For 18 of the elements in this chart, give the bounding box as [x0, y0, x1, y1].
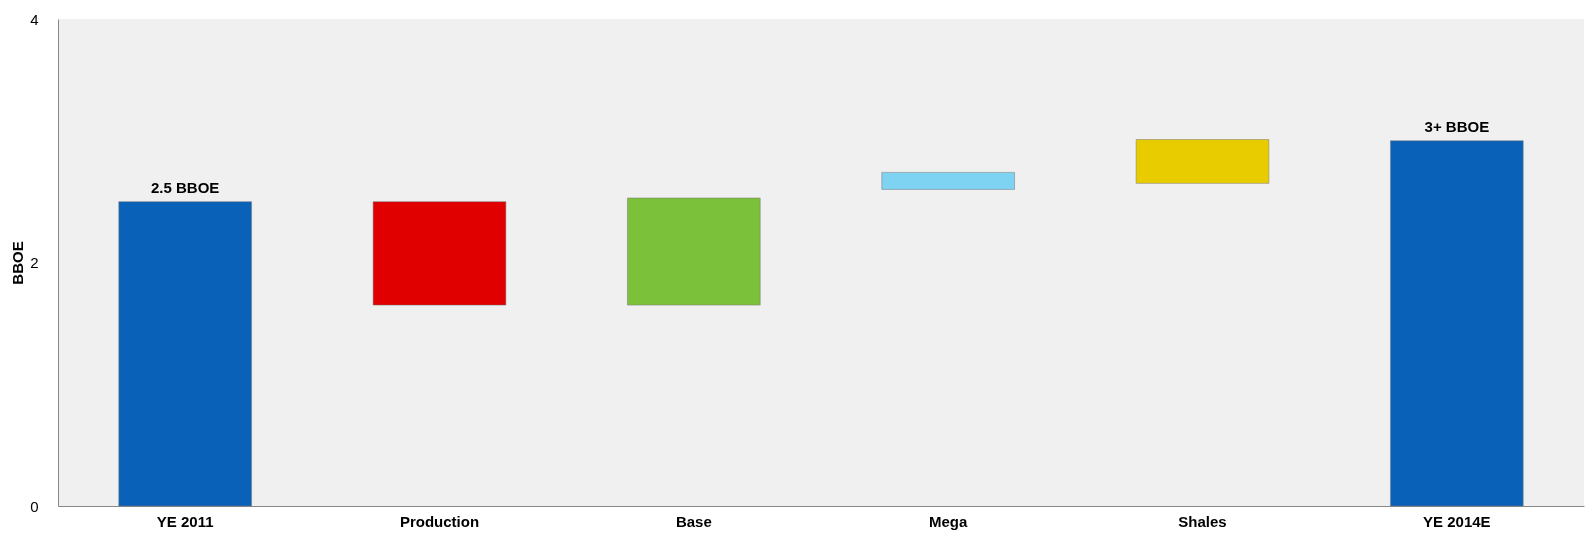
data-label: 3+ BBOE	[1424, 117, 1490, 135]
bar	[372, 201, 507, 306]
y-tick-label: 4	[30, 10, 39, 28]
y-tick-label: 0	[30, 497, 39, 515]
bar	[881, 172, 1015, 190]
bar	[1390, 140, 1524, 507]
x-tick-label: Base	[675, 512, 712, 530]
y-tick-label: 2	[30, 254, 39, 271]
y-axis-title: BBOE	[9, 241, 27, 285]
x-tick-label: YE 2014E	[1423, 512, 1491, 530]
bar	[627, 197, 761, 306]
x-tick-label: Production	[399, 512, 480, 530]
bar	[1135, 139, 1270, 184]
bar	[118, 201, 252, 507]
data-label: 2.5 BBOE	[150, 178, 220, 196]
x-tick-label: YE 2011	[156, 512, 214, 530]
x-tick-label: Shales	[1178, 512, 1227, 530]
x-tick-label: Mega	[928, 512, 968, 530]
